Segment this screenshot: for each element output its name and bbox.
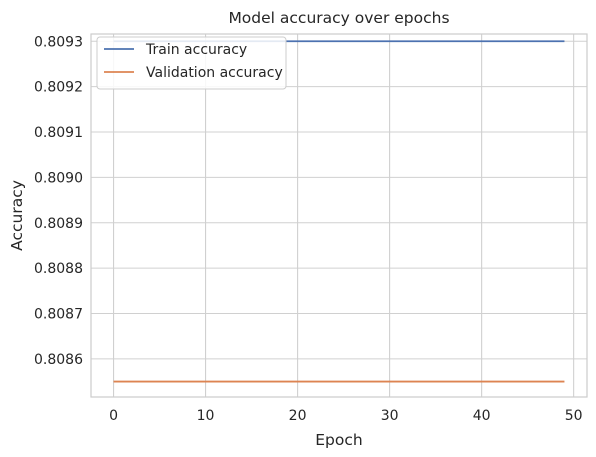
x-tick-label: 30 [381, 408, 399, 424]
x-tick-label: 10 [197, 408, 215, 424]
x-tick-label: 40 [473, 408, 491, 424]
legend-label-train: Train accuracy [145, 42, 247, 58]
plot-frame [90, 33, 588, 398]
chart-title: Model accuracy over epochs [228, 9, 449, 27]
x-axis-label: Epoch [315, 431, 362, 449]
x-tick-label: 50 [565, 408, 583, 424]
y-tick-label: 0.8086 [34, 352, 83, 368]
x-tick-label: 0 [109, 408, 118, 424]
y-tick-label: 0.8087 [34, 307, 83, 323]
y-tick-label: 0.8091 [34, 125, 83, 141]
y-tick-label: 0.8092 [34, 80, 83, 96]
tick-labels: 0 10 20 30 40 50 0.8086 0.8087 0.8088 0.8089 0.809… [34, 34, 583, 424]
y-tick-label: 0.8088 [34, 261, 83, 277]
y-tick-label: 0.8090 [34, 170, 83, 186]
y-tick-label: 0.8089 [34, 216, 83, 232]
legend: Train accuracy Validation accuracy [96, 36, 287, 90]
legend-box [96, 36, 287, 90]
y-axis-label: Accuracy [8, 180, 26, 251]
series-lines [113, 40, 565, 383]
legend-label-validation: Validation accuracy [146, 65, 283, 81]
x-tick-label: 20 [289, 408, 307, 424]
y-tick-label: 0.8093 [34, 34, 83, 50]
